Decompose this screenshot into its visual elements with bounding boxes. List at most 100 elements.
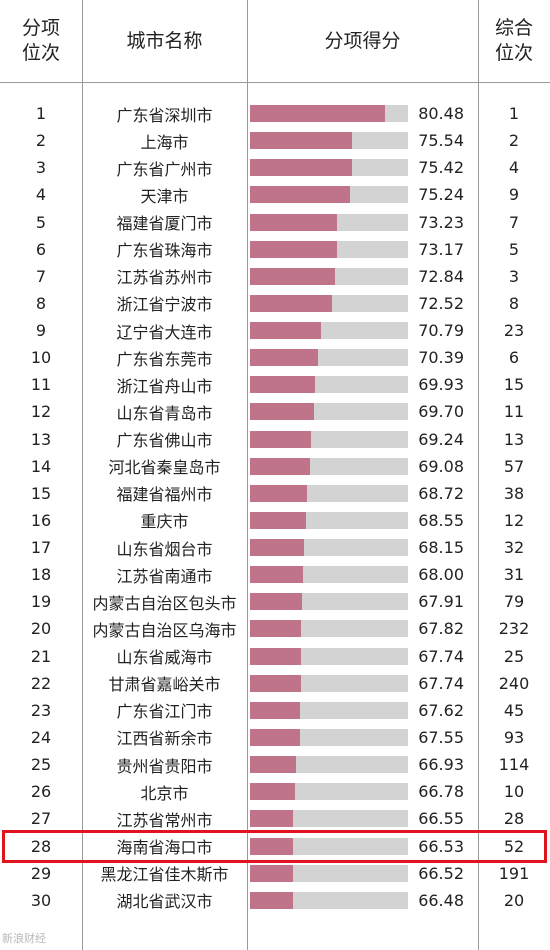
table-row: 3 广东省广州市 75.42 4 — [0, 154, 550, 181]
score-label: 66.78 — [418, 782, 464, 802]
table-row: 30 湖北省武汉市 66.48 20 — [0, 887, 550, 914]
rank-cell: 14 — [30, 456, 52, 476]
city-cell: 海南省海口市 — [116, 838, 213, 857]
table-row: 10 广东省东莞市 70.39 6 — [0, 344, 550, 371]
score-bar — [250, 186, 351, 204]
score-label: 73.23 — [418, 212, 464, 232]
score-bar — [250, 566, 303, 584]
bar-track — [250, 837, 408, 855]
city-cell: 湖北省武汉市 — [116, 892, 213, 912]
table-row: 5 福建省厦门市 73.23 7 — [0, 209, 550, 236]
score-bar — [250, 701, 301, 719]
city-cell: 江苏省常州市 — [116, 810, 213, 830]
rank-cell: 7 — [35, 266, 47, 286]
score-bar — [250, 430, 311, 448]
score-bar — [250, 539, 304, 557]
bar-track — [250, 511, 408, 529]
rank-cell: 26 — [30, 782, 52, 802]
city-cell: 山东省威海市 — [116, 648, 213, 668]
table-row: 6 广东省珠海市 73.17 5 — [0, 236, 550, 263]
overall-rank-cell: 1 — [508, 104, 520, 123]
rank-cell: 9 — [35, 321, 47, 341]
overall-rank-cell: 5 — [508, 239, 520, 259]
overall-rank-cell: 114 — [498, 755, 530, 775]
bar-track — [250, 322, 408, 340]
overall-rank-cell: 9 — [508, 185, 520, 205]
rank-cell: 20 — [30, 619, 52, 639]
score-bar — [250, 376, 316, 394]
city-cell: 天津市 — [140, 186, 189, 206]
rank-cell: 18 — [30, 565, 52, 585]
rank-cell: 28 — [30, 836, 52, 856]
score-bar — [250, 620, 302, 638]
score-label: 75.42 — [418, 158, 464, 178]
score-label: 68.00 — [418, 565, 464, 585]
score-label: 73.17 — [418, 239, 464, 259]
column-divider — [82, 0, 83, 950]
rank-cell: 2 — [35, 131, 47, 151]
overall-rank-cell: 7 — [508, 212, 520, 232]
table-row: 19 内蒙古自治区包头市 67.91 79 — [0, 588, 550, 615]
bar-track — [250, 457, 408, 475]
bar-track — [250, 647, 408, 665]
table-row: 21 山东省威海市 67.74 25 — [0, 643, 550, 670]
city-cell: 江西省新余市 — [116, 729, 213, 749]
overall-rank-cell: 191 — [498, 863, 530, 883]
table-row: 4 天津市 75.24 9 — [0, 181, 550, 208]
overall-rank-cell: 23 — [503, 321, 525, 341]
header-rank: 分项 位次 — [21, 17, 60, 64]
bar-track — [250, 701, 408, 719]
overall-rank-cell: 2 — [508, 131, 520, 151]
score-bar — [250, 159, 352, 177]
table-row: 26 北京市 66.78 10 — [0, 778, 550, 805]
bar-track — [250, 674, 408, 692]
bar-track — [250, 484, 408, 502]
city-cell: 内蒙古自治区包头市 — [92, 593, 237, 613]
bar-track — [250, 864, 408, 882]
city-cell: 贵州省贵阳市 — [116, 756, 213, 776]
overall-rank-cell: 6 — [508, 348, 520, 368]
rank-cell: 30 — [30, 890, 52, 910]
city-cell: 浙江省宁波市 — [116, 295, 213, 315]
table-row: 22 甘肃省嘉峪关市 67.74 240 — [0, 670, 550, 697]
bar-track — [250, 756, 408, 774]
table-row: 16 重庆市 68.55 12 — [0, 507, 550, 534]
city-cell: 江苏省南通市 — [116, 566, 213, 586]
score-label: 80.48 — [418, 104, 464, 123]
score-label: 67.62 — [418, 700, 464, 720]
bar-track — [250, 349, 408, 367]
city-cell: 广东省珠海市 — [116, 241, 213, 261]
bar-track — [250, 891, 408, 909]
overall-rank-cell: 93 — [503, 727, 525, 747]
score-label: 68.15 — [418, 538, 464, 558]
score-label: 68.55 — [418, 510, 464, 530]
table-row: 28 海南省海口市 66.53 52 — [0, 833, 550, 860]
overall-rank-cell: 11 — [503, 402, 525, 422]
rank-cell: 15 — [30, 483, 52, 503]
rank-cell: 12 — [30, 402, 52, 422]
city-cell: 广东省深圳市 — [116, 105, 213, 125]
overall-rank-cell: 10 — [503, 782, 525, 802]
table-row: 23 广东省江门市 67.62 45 — [0, 697, 550, 724]
bar-track — [250, 294, 408, 312]
score-label: 69.70 — [418, 402, 464, 422]
city-cell: 甘肃省嘉峪关市 — [108, 675, 221, 695]
bar-track — [250, 783, 408, 801]
column-divider — [247, 0, 248, 950]
bar-track — [250, 159, 408, 177]
bar-track — [250, 620, 408, 638]
city-cell: 重庆市 — [140, 512, 189, 532]
score-bar — [250, 647, 301, 665]
score-label: 67.82 — [418, 619, 464, 639]
rank-cell: 27 — [30, 809, 52, 829]
bar-track — [250, 430, 408, 448]
rank-cell: 5 — [35, 212, 47, 232]
city-cell: 北京市 — [140, 783, 189, 803]
table-row: 27 江苏省常州市 66.55 28 — [0, 805, 550, 832]
score-label: 75.24 — [418, 185, 464, 205]
overall-rank-cell: 32 — [503, 538, 525, 558]
score-label: 70.39 — [418, 348, 464, 368]
score-bar — [250, 674, 301, 692]
rank-cell: 16 — [30, 510, 52, 530]
table-row: 1 广东省深圳市 80.48 1 — [0, 100, 550, 127]
